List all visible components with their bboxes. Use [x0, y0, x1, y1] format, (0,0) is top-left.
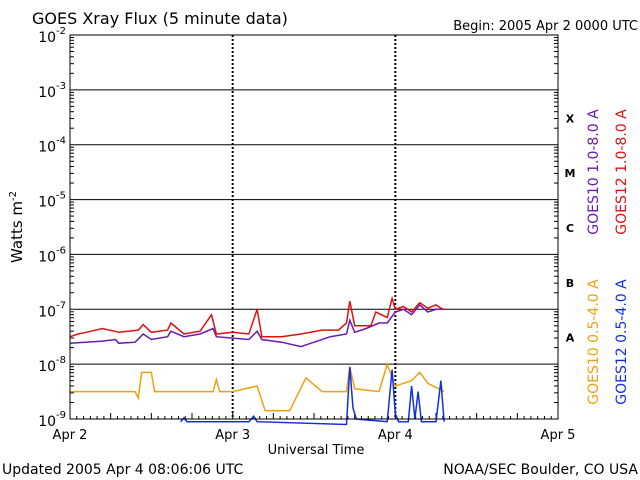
flare-class-labels: X M C B A: [565, 112, 576, 344]
flare-class-m: M: [565, 167, 576, 180]
y-tick-1e-8: 10-8: [38, 355, 66, 375]
flare-class-x: X: [566, 112, 575, 125]
begin-label: Begin: 2005 Apr 2 0000 UTC: [453, 19, 638, 34]
plot-frame: [69, 34, 559, 420]
grid-lines: [69, 37, 559, 419]
flare-class-a: A: [566, 332, 575, 345]
legend-entry-1: GOES12 1.0-8.0 A: [614, 109, 630, 235]
chart-title: GOES Xray Flux (5 minute data): [32, 9, 288, 28]
y-axis-label: Watts m-2: [8, 191, 26, 263]
source-credit: NOAA/SEC Boulder, CO USA: [443, 462, 638, 478]
series-line-1: [69, 295, 445, 338]
y-tick-1e-9: 10-9: [38, 410, 66, 430]
series-line-3: [180, 366, 445, 426]
updated-timestamp: Updated 2005 Apr 4 08:06:06 UTC: [2, 462, 243, 478]
flare-class-c: C: [566, 222, 574, 235]
y-tick-1e-6: 10-6: [38, 245, 66, 265]
y-tick-1e-2: 10-2: [38, 26, 66, 46]
series-lines: [69, 295, 445, 426]
legend: GOES10 1.0-8.0 A GOES12 1.0-8.0 A GOES10 0…: [586, 109, 630, 405]
y-tick-1e-5: 10-5: [38, 191, 66, 211]
series-line-0: [69, 303, 445, 348]
x-tick-apr-5: Apr 5: [541, 428, 576, 443]
y-tick-1e-3: 10-3: [38, 81, 66, 101]
x-tick-labels: Apr 2 Apr 3 Apr 4 Apr 5: [53, 428, 576, 443]
y-tick-labels: 10-2 10-3 10-4 10-5 10-6 10-7 10-8 10-9: [38, 26, 66, 430]
legend-entry-2: GOES10 0.5-4.0 A: [586, 279, 602, 405]
x-tick-apr-2: Apr 2: [53, 428, 88, 443]
x-tick-apr-4: Apr 4: [378, 428, 413, 443]
series-line-2: [70, 361, 445, 412]
y-tick-1e-7: 10-7: [38, 300, 66, 320]
x-tick-apr-3: Apr 3: [215, 428, 250, 443]
legend-entry-3: GOES12 0.5-4.0 A: [614, 279, 630, 405]
y-tick-1e-4: 10-4: [38, 136, 66, 156]
flare-class-b: B: [566, 277, 574, 290]
day-divider-lines: [231, 35, 397, 419]
x-axis-label: Universal Time: [268, 443, 365, 458]
legend-entry-0: GOES10 1.0-8.0 A: [586, 109, 602, 235]
